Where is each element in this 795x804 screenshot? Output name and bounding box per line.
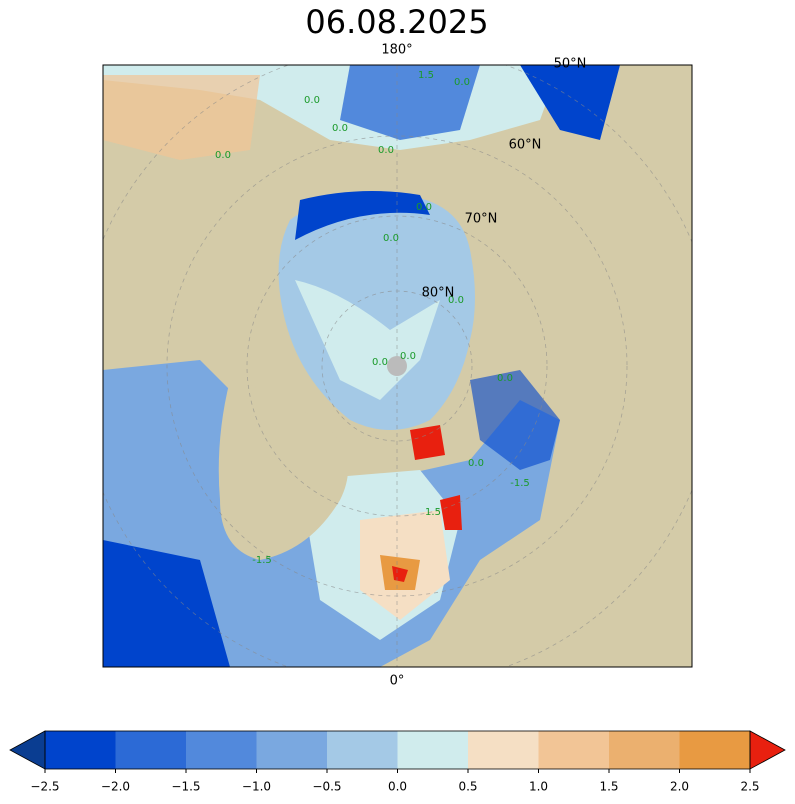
colorbar-bin	[609, 731, 680, 769]
colorbar-over	[749, 730, 786, 770]
meridian-label: 180°	[381, 43, 412, 58]
parallel-label: 60°N	[509, 138, 542, 153]
contour-label: 0.0	[372, 357, 388, 368]
colorbar-tick-label: 2.5	[740, 780, 759, 794]
svalbard-anomaly	[410, 425, 445, 460]
map: 0.0 0.0 0.0 0.0 0.0 0.0 0.0 0.0 0.0 0.0 0.0 0.0 -1.5…	[103, 65, 692, 667]
colorbar-tick-label: 2.0	[670, 780, 689, 794]
gulf-alaska	[103, 75, 260, 160]
okhotsk-sea	[520, 65, 620, 140]
contour-label: 0.0	[416, 202, 432, 213]
colorbar-bin	[186, 731, 257, 769]
colorbar-tick-label: −2.5	[30, 780, 59, 794]
colorbar-bin	[397, 731, 468, 769]
colorbar-under	[9, 730, 46, 770]
colorbar-tick-label: −0.5	[312, 780, 341, 794]
parallel-label: 50°N	[554, 57, 587, 72]
colorbar-tick-label: −1.0	[242, 780, 271, 794]
contour-label: 0.0	[468, 458, 484, 469]
contour-label: 1.5	[418, 70, 434, 81]
greenland	[218, 380, 348, 560]
colorbar-bin	[256, 731, 327, 769]
colorbar: −2.5 −2.0 −1.5 −1.0 −0.5 0.0 0.5 1.0 1.5 2.0 2.5	[9, 730, 786, 794]
labrador-sea	[103, 540, 230, 667]
contour-label: 0.0	[332, 123, 348, 134]
colorbar-tick-label: −1.5	[171, 780, 200, 794]
meridian-label: 0°	[390, 674, 405, 689]
colorbar-tick-label: 1.0	[529, 780, 548, 794]
colorbar-tick-label: 1.5	[599, 780, 618, 794]
contour-label: 0.0	[400, 351, 416, 362]
contour-label: 0.0	[448, 295, 464, 306]
parallel-label: 70°N	[465, 212, 498, 227]
siberian-shelf	[295, 191, 430, 240]
contour-label: 1.5	[425, 507, 441, 518]
graticule	[103, 65, 692, 667]
pole-hole	[387, 356, 407, 376]
colorbar-bin	[115, 731, 186, 769]
colorbar-tick-label: 0.0	[388, 780, 407, 794]
arctic-ocean	[278, 194, 475, 430]
colorbar-bin	[468, 731, 539, 769]
parallel-label: 80°N	[422, 286, 455, 301]
colorbar-tick-label: −2.0	[101, 780, 130, 794]
baltic-anomaly	[440, 495, 462, 530]
hot-anomaly	[392, 566, 408, 582]
colorbar-tick-label: 0.5	[458, 780, 477, 794]
contour-label: 0.0	[383, 233, 399, 244]
contour-label: -1.5	[510, 478, 530, 489]
contour-label: 0.0	[304, 95, 320, 106]
contour-label: 0.0	[454, 77, 470, 88]
colorbar-bin	[538, 731, 609, 769]
colorbar-bin	[679, 731, 750, 769]
contour-label: 0.0	[378, 145, 394, 156]
contour-label: 0.0	[215, 150, 231, 161]
kara-sea	[470, 370, 560, 470]
colorbar-bin	[327, 731, 398, 769]
map-frame	[102, 64, 693, 668]
contour-label: -1.5	[252, 555, 272, 566]
contour-label: 0.0	[497, 373, 513, 384]
title: 06.08.2025	[305, 3, 488, 41]
colorbar-bin	[45, 731, 116, 769]
bering-sea	[340, 65, 480, 140]
